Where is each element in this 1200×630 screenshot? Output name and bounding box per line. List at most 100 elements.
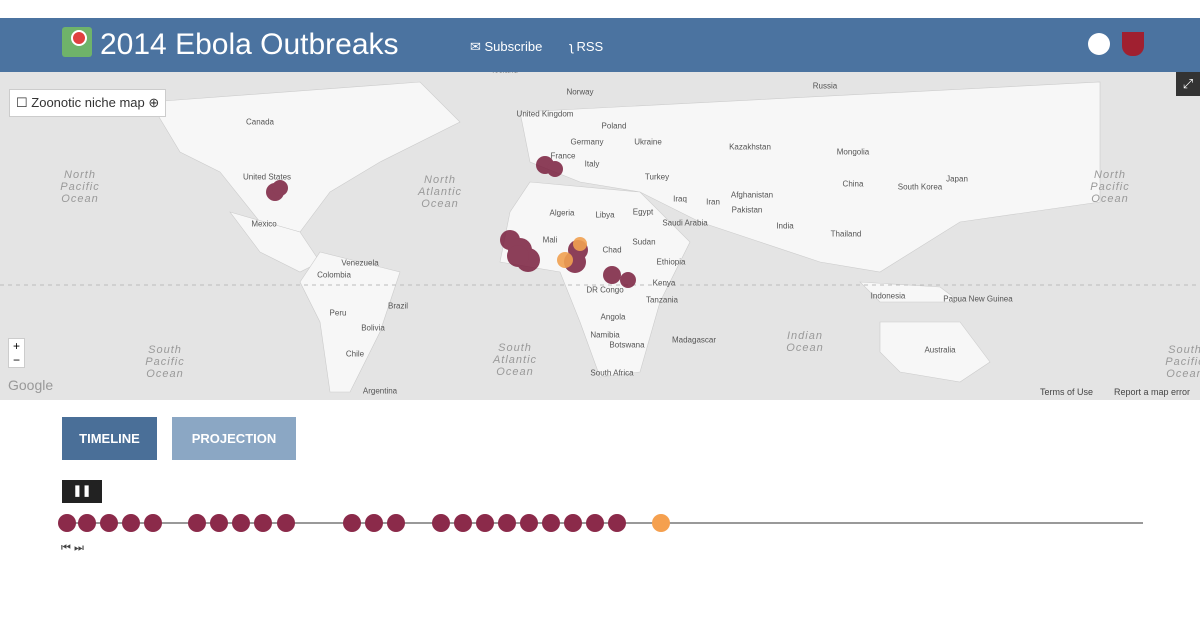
- timeline-event[interactable]: [454, 514, 472, 532]
- map-label: Venezuela: [341, 258, 379, 268]
- logo: [62, 27, 92, 57]
- partner-logo: [1088, 33, 1110, 55]
- zoom-out[interactable]: −: [12, 353, 20, 367]
- map-label: Ethiopia: [656, 257, 686, 267]
- timeline-event[interactable]: [542, 514, 560, 532]
- timeline-event[interactable]: [277, 514, 295, 532]
- map-label: Libya: [595, 210, 615, 220]
- landmasses: [0, 81, 1200, 393]
- map-label: United States: [242, 172, 292, 182]
- map-label: Iceland: [492, 72, 518, 75]
- map-label: United Kingdom: [516, 109, 574, 119]
- timeline-event[interactable]: [144, 514, 162, 532]
- map-label: China: [842, 179, 864, 189]
- map-label: Namibia: [590, 330, 620, 340]
- map-label: Iran: [706, 197, 720, 207]
- pause-button[interactable]: ❚❚: [62, 480, 102, 503]
- map-label: Poland: [601, 121, 627, 131]
- ocean-label: North Pacific Ocean: [1090, 169, 1130, 205]
- subscribe-link[interactable]: ✉ Subscribe: [470, 39, 543, 54]
- map-label: Indonesia: [870, 291, 906, 301]
- map-label: Argentina: [362, 386, 398, 396]
- map-label: Sudan: [632, 237, 656, 247]
- timeline-event[interactable]: [520, 514, 538, 532]
- timeline-event[interactable]: [432, 514, 450, 532]
- map-label: Thailand: [830, 229, 862, 239]
- map-label: Afghanistan: [730, 190, 774, 200]
- rss-link[interactable]: ʅ RSS: [570, 39, 604, 54]
- map-label: Russia: [812, 81, 838, 91]
- timeline-event[interactable]: [254, 514, 272, 532]
- ocean-label: South Atlantic Ocean: [492, 342, 538, 378]
- ocean-label: North Pacific Ocean: [60, 169, 100, 205]
- outbreak-markers: [266, 156, 636, 288]
- timeline-tab[interactable]: TIMELINE: [62, 417, 157, 460]
- map-label: India: [776, 221, 794, 231]
- map-label: South Korea: [897, 182, 943, 192]
- ocean-label: South Pacific Ocean: [145, 344, 185, 380]
- timeline-event[interactable]: [122, 514, 140, 532]
- timeline-event[interactable]: [343, 514, 361, 532]
- timeline-event[interactable]: [100, 514, 118, 532]
- map-label: Kazakhstan: [729, 142, 771, 152]
- timeline-event[interactable]: [608, 514, 626, 532]
- timeline-event[interactable]: [498, 514, 516, 532]
- map-label: Italy: [584, 159, 600, 169]
- title: 2014 Ebola Outbreaks: [100, 28, 399, 61]
- map-label: Brazil: [387, 301, 409, 311]
- timeline: ⏮ ⏭: [58, 514, 1143, 554]
- timeline-event[interactable]: [476, 514, 494, 532]
- partner-logo: [1122, 32, 1144, 56]
- map-label: DR Congo: [586, 285, 624, 295]
- map-label: Chad: [602, 245, 622, 255]
- overlay-toggle[interactable]: ☐ Zoonotic niche map ⊕: [9, 89, 167, 117]
- map-label: Angola: [600, 312, 626, 322]
- timeline-event[interactable]: [564, 514, 582, 532]
- header: 2014 Ebola Outbreaks ✉ Subscribe ʅ RSS: [0, 18, 1200, 72]
- map-label: Papua New Guinea: [943, 294, 1013, 304]
- ocean-label: South Pacific Ocean: [1165, 344, 1200, 380]
- map-label: Egypt: [632, 207, 654, 217]
- map-label: Japan: [946, 174, 968, 184]
- map: ☐ Zoonotic niche map ⊕ ⤢ + − Google Terms…: [0, 72, 1200, 400]
- map-label: Madagascar: [671, 335, 717, 345]
- ocean-label: North Atlantic Ocean: [417, 174, 463, 210]
- timeline-event[interactable]: [586, 514, 604, 532]
- timeline-event[interactable]: [78, 514, 96, 532]
- ocean-label: Indian Ocean: [786, 330, 824, 354]
- map-label: Pakistan: [731, 205, 763, 215]
- map-label: Canada: [245, 117, 275, 127]
- map-label: Ukraine: [634, 137, 662, 147]
- report-link[interactable]: Report a map error: [1114, 387, 1191, 397]
- map-label: Peru: [329, 308, 347, 318]
- map-label: Botswana: [609, 340, 645, 350]
- map-label: Tanzania: [645, 295, 679, 305]
- timeline-event[interactable]: [232, 514, 250, 532]
- map-label: Australia: [924, 345, 956, 355]
- map-label: Norway: [566, 87, 594, 97]
- map-label: Mongolia: [836, 147, 870, 157]
- map-label: Colombia: [317, 270, 351, 280]
- map-label: Mali: [542, 235, 558, 245]
- map-label: Germany: [570, 137, 604, 147]
- timeline-event[interactable]: [210, 514, 228, 532]
- map-label: Turkey: [644, 172, 670, 182]
- map-label: South Africa: [590, 368, 634, 378]
- map-label: Mexico: [251, 219, 277, 229]
- zoom-controls: + −: [8, 338, 25, 368]
- rewind-button[interactable]: ⏮ ⏭: [61, 542, 84, 554]
- map-label: Bolivia: [361, 323, 385, 333]
- map-label: Kenya: [652, 278, 676, 288]
- timeline-event[interactable]: [387, 514, 405, 532]
- map-label: Saudi Arabia: [662, 218, 708, 228]
- timeline-event[interactable]: [58, 514, 76, 532]
- fullscreen-button[interactable]: ⤢: [1176, 72, 1200, 96]
- attribution: Google: [8, 377, 54, 393]
- projection-tab[interactable]: PROJECTION: [172, 417, 296, 460]
- timeline-event[interactable]: [188, 514, 206, 532]
- zoom-in[interactable]: +: [12, 339, 20, 353]
- timeline-event[interactable]: [365, 514, 383, 532]
- map-label: France: [550, 151, 576, 161]
- terms-link[interactable]: Terms of Use: [1040, 387, 1094, 397]
